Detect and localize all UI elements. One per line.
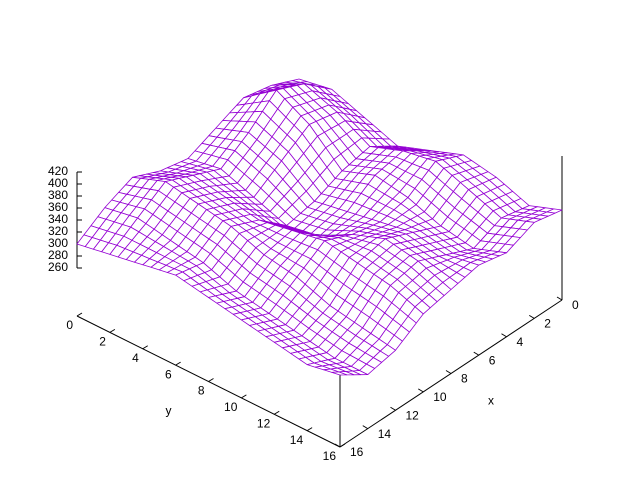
z-tick-label: 420: [48, 164, 68, 178]
z-tick-label: 340: [48, 212, 68, 226]
y-tick-label: 8: [198, 384, 205, 398]
x-tick-label: 0: [572, 298, 579, 312]
x-tick: [473, 351, 480, 356]
z-tick-label: 400: [48, 176, 68, 190]
y-tick-label: 14: [290, 433, 304, 447]
y-axis-label: y: [166, 404, 172, 418]
x-tick: [528, 314, 535, 319]
y-tick-label: 4: [132, 351, 139, 365]
z-tick-label: 320: [48, 224, 68, 238]
z-tick-label: 360: [48, 200, 68, 214]
x-tick: [417, 388, 424, 393]
x-tick-label: 8: [461, 372, 468, 386]
y-tick-label: 6: [165, 367, 172, 381]
x-tick-label: 12: [406, 408, 420, 422]
z-tick-label: 300: [48, 236, 68, 250]
y-tick: [273, 410, 280, 415]
x-tick-label: 6: [489, 353, 496, 367]
y-tick-label: 2: [99, 335, 106, 349]
x-tick: [501, 333, 507, 338]
y-tick: [241, 394, 247, 399]
y-tick: [142, 345, 149, 350]
x-axis-label: x: [488, 394, 494, 408]
y-tick-label: 16: [323, 449, 337, 463]
y-tick: [76, 312, 83, 317]
y-tick: [339, 443, 346, 448]
x-tick-label: 4: [517, 335, 524, 349]
z-tick-label: 260: [48, 260, 68, 274]
y-tick-label: 10: [224, 400, 238, 414]
x-tick: [334, 443, 341, 448]
x-tick-label: 16: [350, 445, 364, 459]
y-tick: [175, 361, 181, 366]
y-tick-label: 12: [257, 416, 271, 430]
x-tick-label: 2: [544, 317, 551, 331]
x-tick: [445, 370, 452, 374]
x-tick-label: 10: [433, 390, 447, 404]
z-tick-label: 280: [48, 248, 68, 262]
x-tick-label: 14: [378, 427, 392, 441]
x-tick: [556, 296, 563, 301]
x-tick: [362, 425, 369, 430]
surface-cell: [331, 371, 348, 376]
y-tick: [109, 328, 116, 333]
y-tick-label: 0: [66, 318, 73, 332]
x-tick: [390, 406, 396, 411]
y-tick: [306, 427, 313, 432]
y-tick: [208, 378, 214, 382]
z-tick-label: 380: [48, 188, 68, 202]
